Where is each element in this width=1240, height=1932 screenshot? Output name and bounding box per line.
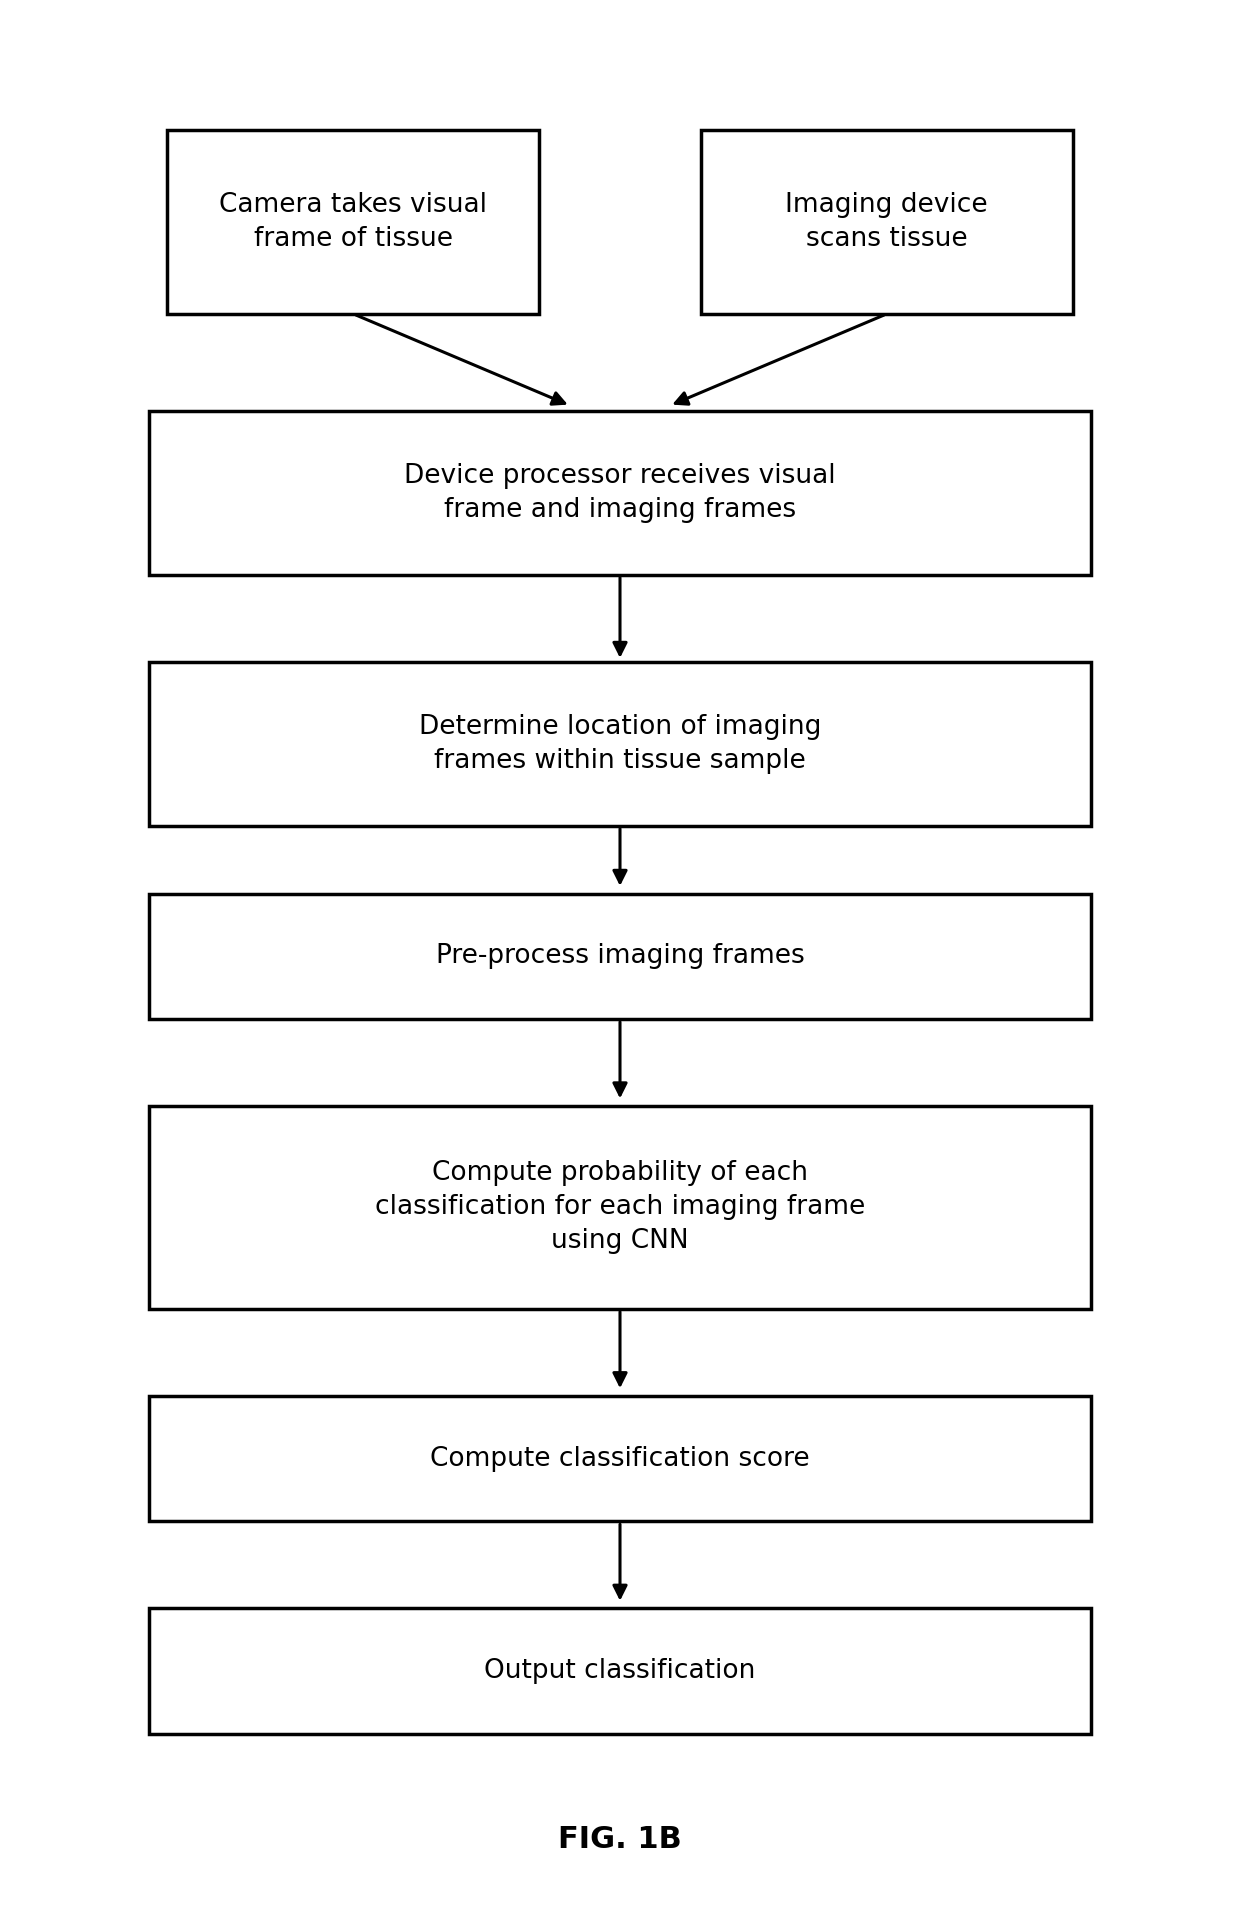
Bar (167, 131, 539, 313)
Bar (149, 893, 1091, 1020)
Text: Compute classification score: Compute classification score (430, 1445, 810, 1472)
Bar (149, 1105, 1091, 1310)
Text: Imaging device
scans tissue: Imaging device scans tissue (785, 191, 988, 253)
Text: Camera takes visual
frame of tissue: Camera takes visual frame of tissue (219, 191, 487, 253)
Text: Device processor receives visual
frame and imaging frames: Device processor receives visual frame a… (404, 462, 836, 524)
Bar (149, 1607, 1091, 1735)
Bar (701, 131, 1073, 313)
Text: FIG. 1B: FIG. 1B (558, 1824, 682, 1855)
Bar (149, 661, 1091, 827)
Bar (149, 1395, 1091, 1522)
Bar (149, 410, 1091, 576)
Text: Determine location of imaging
frames within tissue sample: Determine location of imaging frames wit… (419, 713, 821, 775)
Text: Compute probability of each
classification for each imaging frame
using CNN: Compute probability of each classificati… (374, 1161, 866, 1254)
Text: Output classification: Output classification (485, 1658, 755, 1685)
Text: Pre-process imaging frames: Pre-process imaging frames (435, 943, 805, 970)
